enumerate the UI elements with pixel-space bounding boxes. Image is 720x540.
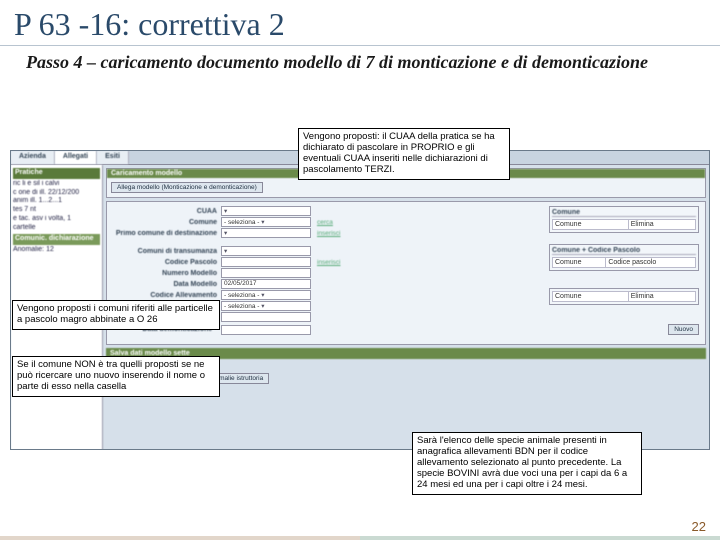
- decorative-band: [0, 536, 720, 540]
- sidebar-header: Pratiche: [13, 168, 100, 179]
- codice-allev-label: Codice Allevamento: [111, 292, 221, 299]
- rightbox-codice-pascolo: Comune + Codice Pascolo ComuneCodice pas…: [549, 244, 699, 271]
- callout-low-left: Se il comune NON è tra quelli proposti s…: [12, 356, 220, 397]
- data-mont-input[interactable]: [221, 312, 311, 322]
- page-number: 22: [692, 519, 706, 534]
- cuaa-label: CUAA: [111, 208, 221, 215]
- sidebar-item[interactable]: anim ill. 1...2...1: [13, 197, 100, 206]
- nuovo-button[interactable]: Nuovo: [668, 324, 699, 335]
- codice-allev-select[interactable]: - seleziona -: [221, 290, 311, 300]
- comune-select[interactable]: - seleziona -: [221, 217, 311, 227]
- callout-mid-left: Vengono proposti i comuni riferiti alle …: [12, 300, 220, 330]
- cell: Comune: [553, 258, 606, 268]
- sidebar-item[interactable]: c one di ill. 22/12/200: [13, 189, 100, 198]
- slide-title: P 63 -16: correttiva 2: [0, 0, 720, 46]
- rightbox-comune: Comune ComuneElimina: [549, 206, 699, 233]
- sidebar-item[interactable]: tes 7 nt: [13, 206, 100, 215]
- comuni-trans-select[interactable]: [221, 246, 311, 256]
- cell: Comune: [553, 292, 629, 302]
- rightbox-title: Comune: [552, 209, 696, 217]
- tab-allegati[interactable]: Allegati: [55, 151, 97, 164]
- data-modello-label: Data Modello: [111, 281, 221, 288]
- cerca-link[interactable]: cerca: [317, 219, 333, 226]
- data-modello-input[interactable]: 02/05/2017: [221, 279, 311, 289]
- inserisci-link-2[interactable]: inserisci: [317, 259, 340, 266]
- data-demont-input[interactable]: [221, 325, 311, 335]
- codice-pascolo-input[interactable]: [221, 257, 311, 267]
- numero-modello-input[interactable]: [221, 268, 311, 278]
- callout-bottom-right: Sarà l'elenco delle specie animale prese…: [412, 432, 642, 495]
- inserisci-link[interactable]: inserisci: [317, 230, 340, 237]
- primo-comune-label: Primo comune di destinazione: [111, 230, 221, 237]
- comune-label: Comune: [111, 219, 221, 226]
- tab-esiti[interactable]: Esiti: [97, 151, 129, 164]
- cell: Elimina: [628, 292, 695, 302]
- specie-select[interactable]: - seleziona -: [221, 301, 311, 311]
- slide-subtitle: Passo 4 – caricamento documento modello …: [0, 46, 720, 76]
- rightbox-title: Comune + Codice Pascolo: [552, 247, 696, 255]
- allega-modello-button[interactable]: Allega modello (Monticazione e demontica…: [111, 182, 263, 193]
- rightbox-3: ComuneElimina: [549, 288, 699, 305]
- cell: Comune: [553, 220, 629, 230]
- numero-modello-label: Numero Modello: [111, 270, 221, 277]
- codice-pascolo-label: Codice Pascolo: [111, 259, 221, 266]
- cell: Codice pascolo: [606, 258, 696, 268]
- cuaa-select[interactable]: [221, 206, 311, 216]
- comuni-trans-label: Comuni di transumanza: [111, 248, 221, 255]
- primo-comune-select[interactable]: [221, 228, 311, 238]
- sidebar-item[interactable]: e tac. asv i volta, 1: [13, 215, 100, 224]
- sidebar-item[interactable]: Anomalie: 12: [13, 246, 100, 255]
- sidebar-item[interactable]: cartelle: [13, 224, 100, 233]
- sidebar-header2: Comunic. dichiarazione: [13, 234, 100, 245]
- callout-top-right: Vengono proposti: il CUAA della pratica …: [298, 128, 510, 180]
- sidebar-item[interactable]: ric li e sil i calvi: [13, 180, 100, 189]
- tab-azienda[interactable]: Azienda: [11, 151, 55, 164]
- cell: Elimina: [628, 220, 695, 230]
